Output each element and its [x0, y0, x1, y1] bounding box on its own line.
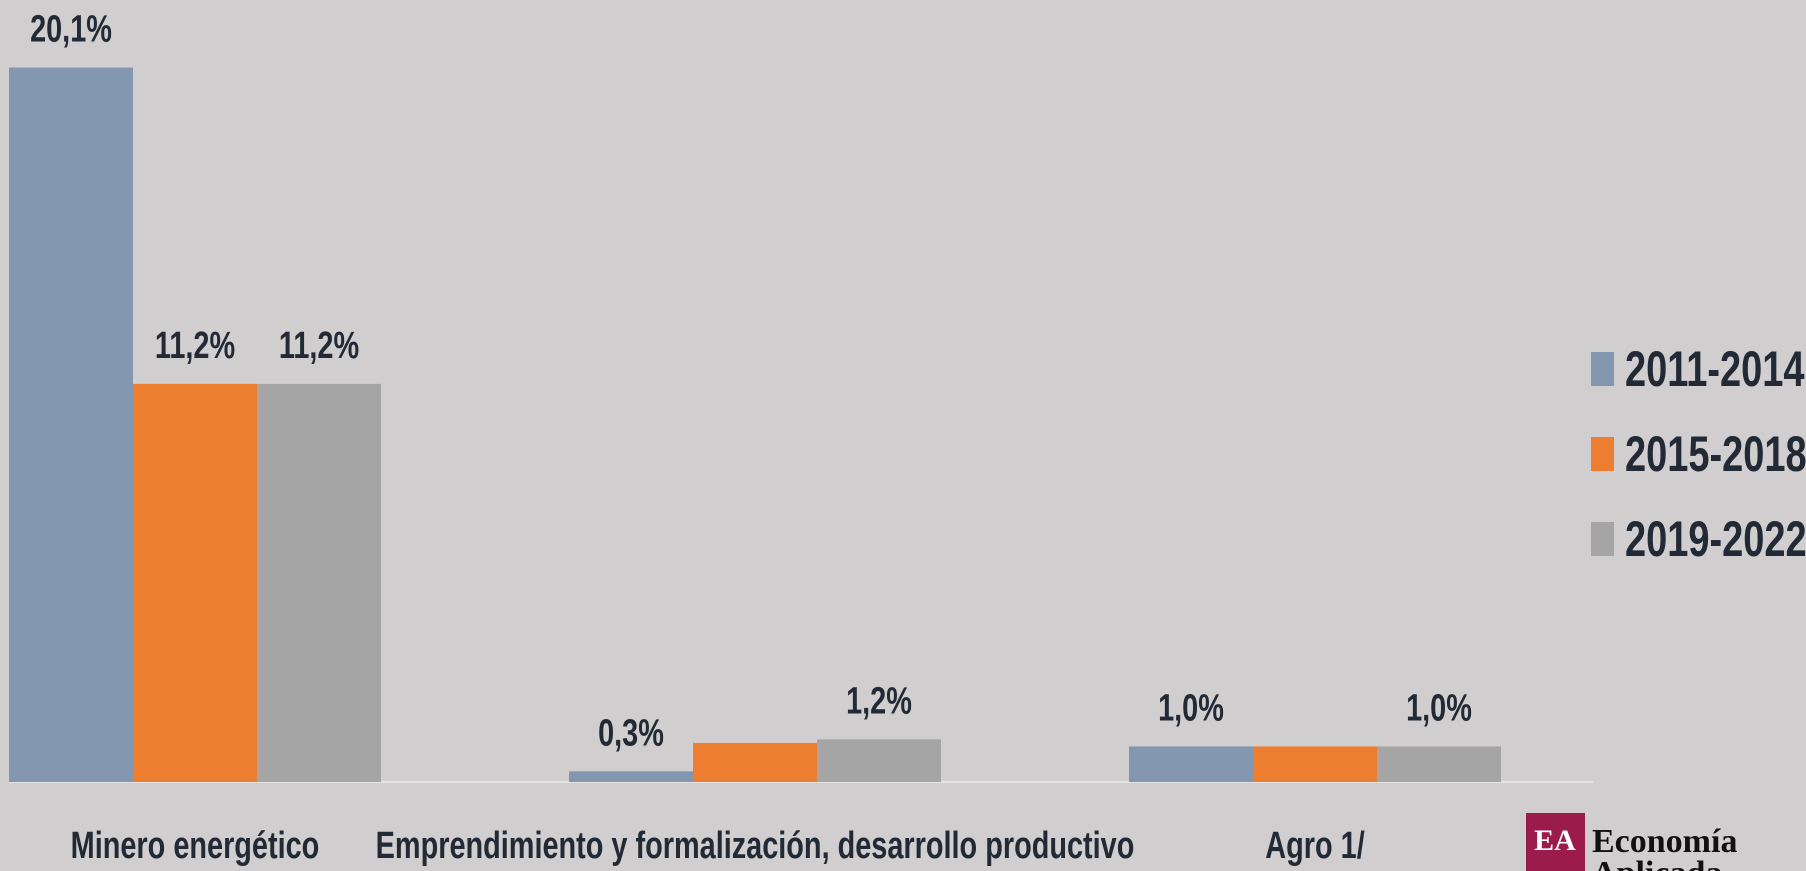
bar: [257, 383, 381, 782]
legend-swatch: [1591, 437, 1614, 471]
legend-label: 2011-2014: [1625, 342, 1805, 397]
data-label: 1,0%: [1406, 687, 1472, 730]
logo-mark-bg: [1526, 813, 1585, 871]
logo-text: Aplicada: [1592, 855, 1722, 871]
logo: EA Economía Aplicada: [1526, 813, 1737, 871]
data-label: 20,1%: [30, 8, 112, 51]
logo-text: Economía: [1592, 823, 1737, 860]
bar: [133, 383, 257, 782]
data-label: 1,2%: [846, 680, 912, 723]
legend-swatch: [1591, 522, 1614, 556]
bar: [569, 771, 693, 782]
data-label: 11,2%: [155, 324, 235, 367]
legend-label: 2019-2022: [1625, 512, 1806, 567]
bar: [9, 67, 133, 782]
bar: [1377, 746, 1501, 782]
x-tick-label: Emprendimiento y formalización, desarrol…: [376, 824, 1135, 867]
legend-label: 2015-2018: [1625, 427, 1806, 482]
logo-mark: EA: [1534, 824, 1576, 857]
bar: [693, 742, 817, 782]
legend-swatch: [1591, 352, 1614, 386]
bar: [1253, 746, 1377, 782]
bar: [1129, 746, 1253, 782]
x-tick-label: Agro 1/: [1265, 824, 1365, 867]
bar: [817, 739, 941, 782]
x-tick-label: Minero energético: [71, 824, 320, 867]
data-label: 11,2%: [279, 324, 359, 367]
data-label: 1,0%: [1158, 687, 1224, 730]
data-label: 0,3%: [598, 712, 664, 755]
